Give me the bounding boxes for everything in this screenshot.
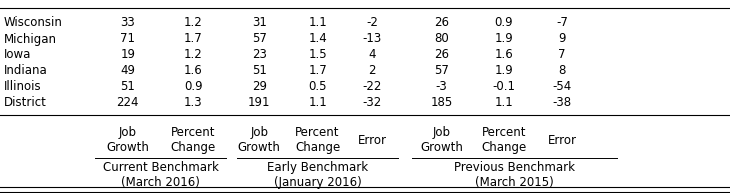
Text: -3: -3 [436,80,447,93]
Text: 0.5: 0.5 [308,80,327,93]
Text: 1.4: 1.4 [308,32,327,46]
Text: 0.9: 0.9 [184,80,203,93]
Text: Illinois: Illinois [4,80,42,93]
Text: 2: 2 [369,64,376,78]
Text: Previous Benchmark
(March 2015): Previous Benchmark (March 2015) [454,161,575,189]
Text: -13: -13 [363,32,382,46]
Text: Percent
Change: Percent Change [171,126,216,154]
Text: Job
Growth: Job Growth [420,126,463,154]
Text: 1.2: 1.2 [184,15,203,29]
Text: Iowa: Iowa [4,48,31,62]
Text: Error: Error [548,134,577,146]
Text: District: District [4,96,47,109]
Text: 185: 185 [431,96,453,109]
Text: Job
Growth: Job Growth [238,126,280,154]
Text: 1.1: 1.1 [308,15,327,29]
Text: 71: 71 [120,32,135,46]
Text: 1.7: 1.7 [184,32,203,46]
Text: -2: -2 [366,15,378,29]
Text: Wisconsin: Wisconsin [4,15,63,29]
Text: 9: 9 [558,32,566,46]
Text: 51: 51 [252,64,266,78]
Text: Percent
Change: Percent Change [295,126,340,154]
Text: 51: 51 [120,80,135,93]
Text: 4: 4 [369,48,376,62]
Text: Percent
Change: Percent Change [481,126,526,154]
Text: 33: 33 [120,15,135,29]
Text: 49: 49 [120,64,135,78]
Text: Michigan: Michigan [4,32,57,46]
Text: Early Benchmark
(January 2016): Early Benchmark (January 2016) [267,161,368,189]
Text: 1.6: 1.6 [184,64,203,78]
Text: Job
Growth: Job Growth [107,126,149,154]
Text: 1.6: 1.6 [494,48,513,62]
Text: 1.1: 1.1 [308,96,327,109]
Text: 0.9: 0.9 [494,15,513,29]
Text: 29: 29 [252,80,266,93]
Text: 31: 31 [252,15,266,29]
Text: 191: 191 [248,96,270,109]
Text: 1.2: 1.2 [184,48,203,62]
Text: 80: 80 [434,32,449,46]
Text: -22: -22 [363,80,382,93]
Text: 1.1: 1.1 [494,96,513,109]
Text: -54: -54 [553,80,572,93]
Text: 1.9: 1.9 [494,64,513,78]
Text: 57: 57 [252,32,266,46]
Text: -0.1: -0.1 [492,80,515,93]
Text: 1.5: 1.5 [308,48,327,62]
Text: -38: -38 [553,96,572,109]
Text: 1.9: 1.9 [494,32,513,46]
Text: 7: 7 [558,48,566,62]
Text: 1.7: 1.7 [308,64,327,78]
Text: 224: 224 [117,96,139,109]
Text: Error: Error [358,134,387,146]
Text: 26: 26 [434,15,449,29]
Text: 8: 8 [558,64,566,78]
Text: 26: 26 [434,48,449,62]
Text: -7: -7 [556,15,568,29]
Text: 19: 19 [120,48,135,62]
Text: Current Benchmark
(March 2016): Current Benchmark (March 2016) [103,161,218,189]
Text: 57: 57 [434,64,449,78]
Text: Indiana: Indiana [4,64,47,78]
Text: 1.3: 1.3 [184,96,203,109]
Text: 23: 23 [252,48,266,62]
Text: -32: -32 [363,96,382,109]
